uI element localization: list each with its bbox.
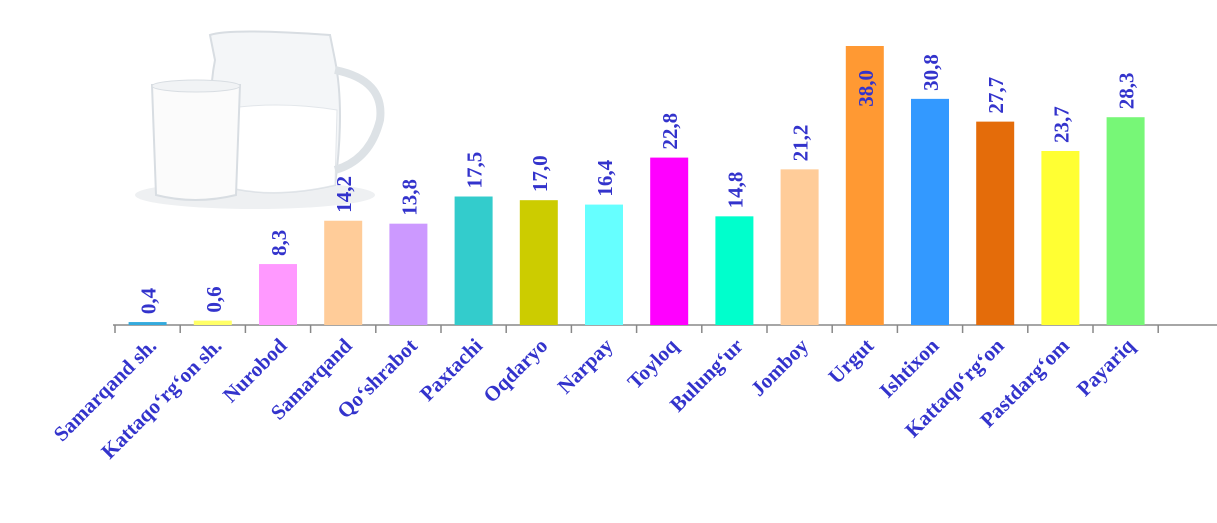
- data-label: 27,7: [984, 77, 1008, 114]
- data-label: 8,3: [267, 230, 291, 256]
- x-tick-label: Narpay: [553, 333, 618, 398]
- data-label: 28,3: [1115, 72, 1139, 109]
- bar: [259, 264, 297, 325]
- bar: [193, 320, 232, 325]
- bar: [128, 322, 167, 325]
- bar: [845, 46, 884, 325]
- data-label: 17,0: [528, 155, 552, 192]
- x-tick-label: Toyloq: [623, 333, 683, 393]
- data-label: 38,0: [854, 70, 878, 107]
- bar: [519, 200, 558, 325]
- bar: [780, 169, 819, 325]
- milk-illustration: [135, 30, 385, 209]
- data-label: 22,8: [658, 113, 682, 150]
- data-label: 13,8: [397, 179, 421, 216]
- bar: [976, 121, 1015, 325]
- bar: [389, 223, 428, 325]
- x-tick-label: Urgut: [823, 334, 878, 389]
- x-tick-label: Jomboy: [746, 333, 814, 401]
- data-label: 0,4: [137, 287, 161, 314]
- x-tick-label: Oqdaryo: [478, 334, 552, 408]
- data-label: 30,8: [919, 54, 943, 91]
- data-label: 23,7: [1049, 106, 1073, 143]
- data-label: 14,2: [332, 176, 356, 213]
- bar: [324, 220, 363, 325]
- bar: [1041, 150, 1080, 325]
- bar: [715, 216, 754, 325]
- data-label: 0,6: [202, 286, 226, 312]
- bar: [585, 204, 623, 325]
- x-tick-label: Paxtachi: [415, 333, 487, 405]
- bar: [911, 98, 949, 325]
- bar: [454, 196, 493, 325]
- data-label: 16,4: [593, 159, 617, 196]
- bar: [1106, 117, 1145, 326]
- bar: [650, 157, 689, 325]
- data-label: 14,8: [723, 172, 747, 209]
- data-label: 17,5: [463, 152, 487, 189]
- x-tick-label: Kattaqo‘rg‘on sh.: [96, 334, 226, 464]
- data-label: 21,2: [789, 125, 813, 162]
- x-tick-label: Payariq: [1072, 333, 1140, 401]
